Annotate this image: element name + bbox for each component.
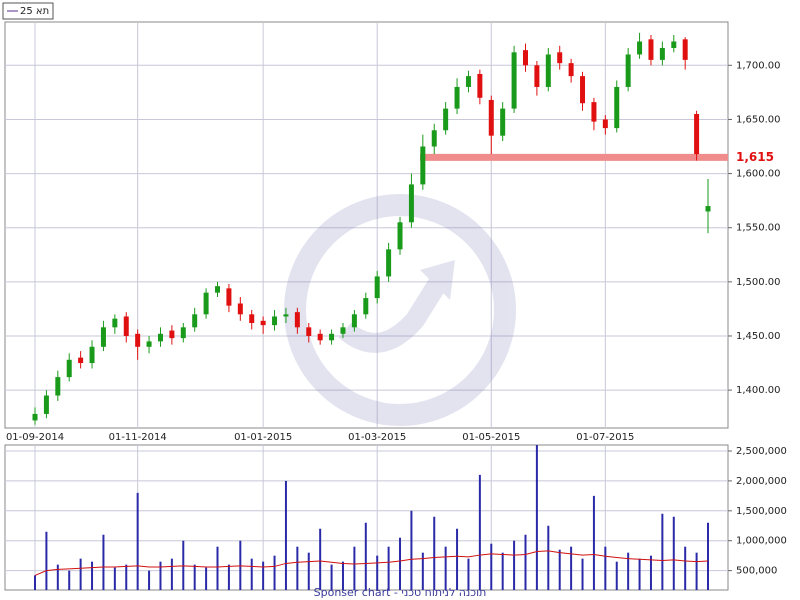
candle-body — [431, 130, 437, 147]
candle-body — [146, 341, 152, 347]
candle-body — [705, 206, 711, 212]
candle-body — [329, 333, 335, 341]
candle-body — [66, 359, 72, 378]
y-tick-label: 1,500,000 — [736, 506, 787, 517]
candle-body — [260, 320, 266, 326]
candle-body — [694, 114, 700, 155]
candle-body — [226, 288, 232, 306]
x-tick-label: 01-07-2015 — [576, 432, 634, 443]
candle-body — [614, 86, 620, 129]
candle-body — [340, 327, 346, 334]
candle-body — [203, 292, 209, 315]
footer: Sponser chart - תוכנה לניתוח טכני — [314, 586, 487, 599]
x-tick-label: 01-09-2014 — [6, 432, 64, 443]
y-tick-label: 500,000 — [736, 566, 777, 577]
x-tick-label: 01-01-2015 — [234, 432, 292, 443]
candle-body — [215, 286, 221, 293]
candle-body — [100, 327, 106, 347]
y-tick-label: 1,000,000 — [736, 536, 787, 547]
candle-body — [89, 346, 95, 364]
candle-body — [32, 413, 38, 421]
candle-body — [522, 50, 528, 66]
candle-body — [272, 316, 278, 326]
candle-body — [454, 86, 460, 109]
price-panel — [4, 21, 729, 429]
candle-body — [169, 330, 175, 339]
candle-body — [545, 54, 551, 87]
candle-body — [397, 222, 403, 250]
candle-body — [500, 108, 506, 136]
candle-body — [659, 47, 665, 60]
volume-average — [34, 550, 709, 576]
candle-body — [306, 327, 312, 336]
candle-body — [511, 52, 517, 109]
candle-body — [488, 99, 494, 136]
y-tick-label: 1,700.00 — [736, 60, 781, 71]
candle-body — [637, 41, 643, 55]
candle-body — [580, 76, 586, 104]
candle-body — [294, 312, 300, 328]
candle-body — [112, 318, 118, 328]
candle-body — [374, 276, 380, 299]
candle-body — [420, 146, 426, 185]
candle-body — [477, 73, 483, 98]
level-label: 1,615 — [736, 150, 774, 164]
candle-body — [317, 333, 323, 341]
candle-body — [671, 41, 677, 48]
candle-body — [43, 395, 49, 414]
candle-body — [283, 314, 289, 317]
candle-body — [591, 102, 597, 122]
candle-body — [135, 333, 141, 347]
y-tick-label: 1,600.00 — [736, 169, 781, 180]
candle-body — [408, 184, 414, 223]
y-tick-label: 2,500,000 — [736, 446, 787, 457]
y-tick-label: 1,550.00 — [736, 223, 781, 234]
title-box — [2, 2, 54, 20]
chart-title: תא 25 — [20, 6, 49, 17]
x-tick-label: 01-03-2015 — [348, 432, 406, 443]
candle-body — [534, 65, 540, 87]
watermark — [284, 194, 516, 426]
candle-body — [465, 76, 471, 87]
candle-body — [192, 314, 198, 328]
candle-body — [648, 39, 654, 60]
candle-body — [180, 327, 186, 339]
candle-body — [157, 333, 163, 342]
candle-body — [386, 249, 392, 277]
y-tick-label: 1,650.00 — [736, 114, 781, 125]
candle-body — [557, 52, 563, 64]
candle-body — [78, 357, 84, 364]
x-tick-label: 01-11-2014 — [109, 432, 167, 443]
candle-body — [443, 108, 449, 131]
candle-body — [351, 314, 357, 328]
candle-body — [237, 303, 243, 315]
y-tick-label: 1,400.00 — [736, 385, 781, 396]
candle-body — [682, 39, 688, 60]
y-tick-label: 1,450.00 — [736, 331, 781, 342]
candle-body — [602, 119, 608, 129]
candle-body — [363, 298, 369, 315]
y-tick-label: 1,500.00 — [736, 277, 781, 288]
y-tick-label: 2,000,000 — [736, 476, 787, 487]
candle-body — [55, 377, 61, 396]
candle-body — [568, 63, 574, 77]
candle-body — [625, 54, 631, 87]
candle-body — [123, 316, 129, 336]
x-tick-label: 01-05-2015 — [462, 432, 520, 443]
candle-body — [249, 314, 255, 323]
